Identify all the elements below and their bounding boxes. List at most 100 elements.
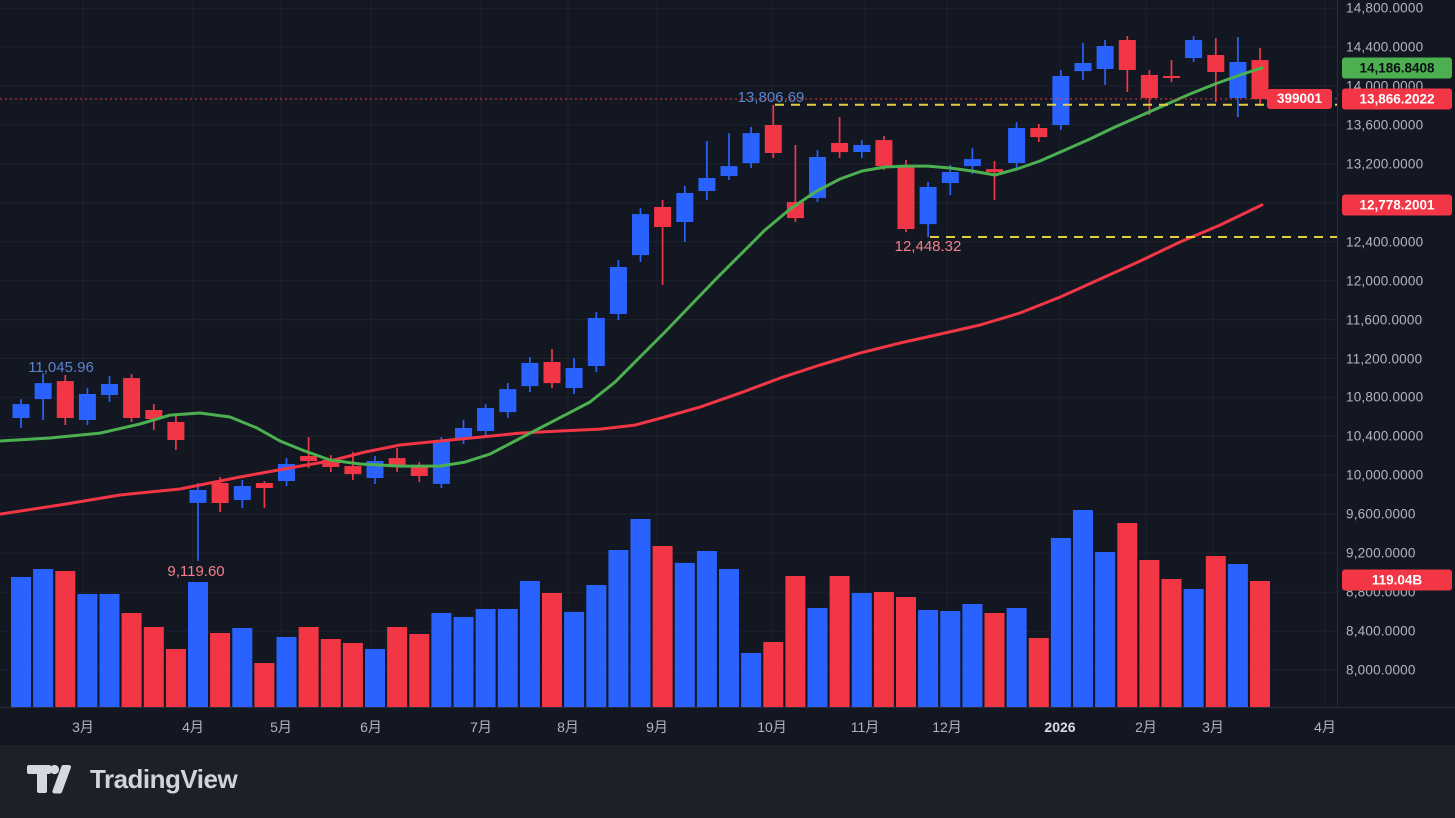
price-axis-badge: 119.04B xyxy=(1342,569,1452,591)
candle-body xyxy=(56,381,74,418)
price-axis[interactable]: 14,800.0000 14,400.0000 14,000.0000 13,600.… xyxy=(1337,0,1455,707)
tradingview-logo-icon xyxy=(27,764,72,794)
price-axis-label: 9,600.0000 xyxy=(1346,506,1416,522)
volume-bar xyxy=(165,649,186,707)
candle-body xyxy=(521,363,539,387)
volume-bar xyxy=(276,637,297,707)
candle-body xyxy=(322,460,340,467)
candle-body xyxy=(410,466,428,476)
price-alert-tag[interactable]: 399001 xyxy=(1266,89,1332,109)
price-axis-label: 8,000.0000 xyxy=(1346,662,1416,678)
candle-body xyxy=(167,422,185,440)
volume-bar xyxy=(851,593,872,707)
price-annotation-label[interactable]: 11,045.96 xyxy=(28,359,94,376)
candle-body xyxy=(853,145,871,152)
volume-bar xyxy=(918,610,939,707)
tradingview-logo-text: TradingView xyxy=(90,763,238,794)
volume-bar xyxy=(188,582,208,707)
price-annotation-label[interactable]: 13,806.69 xyxy=(738,89,805,106)
candle-body xyxy=(698,178,716,191)
volume-bar xyxy=(497,609,518,707)
volume-bar xyxy=(519,581,540,707)
volume-bar xyxy=(475,609,496,707)
price-axis-label: 14,400.0000 xyxy=(1346,39,1424,55)
candle-body xyxy=(455,428,472,439)
time-axis-label: 2月 xyxy=(1135,718,1157,735)
candle-body xyxy=(211,483,229,503)
candle-body xyxy=(587,318,605,366)
tradingview-logo[interactable]: TradingView xyxy=(27,762,238,796)
time-axis[interactable]: 3月 4月 5月 6月 7月 8月 9月 10月 11月 12月 2026 2月 3月 4月 xyxy=(0,707,1455,745)
volume-bar xyxy=(1183,589,1204,707)
candlestick-chart[interactable]: 11,045.96 9,119.60 13,806.69 12,448.32 xyxy=(0,0,1337,707)
volume-bar xyxy=(33,569,54,707)
volume-bar xyxy=(1050,538,1071,707)
volume-bar xyxy=(320,639,341,707)
candle-body xyxy=(123,378,141,418)
volume-bar xyxy=(608,550,629,707)
volume-bar xyxy=(741,653,762,707)
volume-bar xyxy=(652,546,673,707)
volume-bar xyxy=(873,592,894,707)
volume-bar xyxy=(1250,581,1270,707)
candle-body xyxy=(145,410,163,419)
volume-bar xyxy=(365,649,385,707)
volume-bar xyxy=(586,585,607,707)
candle-body xyxy=(1251,60,1269,99)
volume-bar xyxy=(121,613,142,707)
candle-body xyxy=(609,267,627,314)
volume-bar xyxy=(719,569,739,707)
candle-body xyxy=(1140,75,1158,98)
volume-bar xyxy=(1139,560,1160,707)
candle-body xyxy=(963,159,981,167)
volume-bar xyxy=(829,576,850,707)
volume-bar xyxy=(807,608,828,707)
volume-bar xyxy=(1006,608,1027,707)
volume-bar xyxy=(11,577,31,707)
price-axis-label: 12,000.0000 xyxy=(1346,273,1424,289)
candle-body xyxy=(1052,76,1070,125)
price-annotation-label[interactable]: 9,119.60 xyxy=(167,563,224,580)
time-axis-label: 9月 xyxy=(646,718,668,735)
volume-bar xyxy=(630,519,651,707)
slow-ma-line xyxy=(0,203,1264,516)
time-axis-label: 3月 xyxy=(72,718,94,735)
volume-bar xyxy=(254,663,275,707)
price-axis-label: 13,600.0000 xyxy=(1346,117,1424,133)
volume-bar xyxy=(896,597,916,707)
volume-bar xyxy=(77,594,98,707)
volume-bar xyxy=(99,594,120,707)
time-axis-label: 8月 xyxy=(557,718,579,735)
price-axis-label: 10,800.0000 xyxy=(1346,389,1424,405)
volume-bar xyxy=(1028,638,1049,707)
candle-body xyxy=(632,214,649,256)
candle-body xyxy=(499,389,517,413)
candle-body xyxy=(654,207,672,227)
price-annotation-label[interactable]: 12,448.32 xyxy=(895,238,962,255)
time-axis-label: 2026 xyxy=(1044,718,1076,735)
volume-bar xyxy=(453,617,474,707)
candle-body xyxy=(919,187,937,225)
candle-body xyxy=(1207,55,1225,72)
price-axis-label: 9,200.0000 xyxy=(1346,545,1416,561)
candle-body xyxy=(1185,40,1203,58)
candle-body xyxy=(12,404,30,418)
candle-body xyxy=(78,394,96,420)
price-axis-badge: 14,186.8408 xyxy=(1342,57,1452,79)
candle-body xyxy=(34,383,52,400)
price-axis-badge: 13,866.2022 xyxy=(1342,88,1452,110)
time-axis-label: 10月 xyxy=(757,718,787,735)
candle-body xyxy=(344,466,362,475)
volume-bar xyxy=(962,604,983,707)
candle-body xyxy=(477,408,495,431)
candle-body xyxy=(720,166,738,176)
volume-bar xyxy=(1227,564,1248,707)
fast-ma-line xyxy=(0,66,1264,468)
candle-body xyxy=(897,165,915,229)
volume-bar xyxy=(1117,523,1138,707)
candle-body xyxy=(300,456,318,461)
candle-body xyxy=(1118,40,1136,70)
price-axis-label: 13,200.0000 xyxy=(1346,156,1424,172)
volume-bar xyxy=(785,576,806,707)
volume-bar xyxy=(984,613,1005,707)
